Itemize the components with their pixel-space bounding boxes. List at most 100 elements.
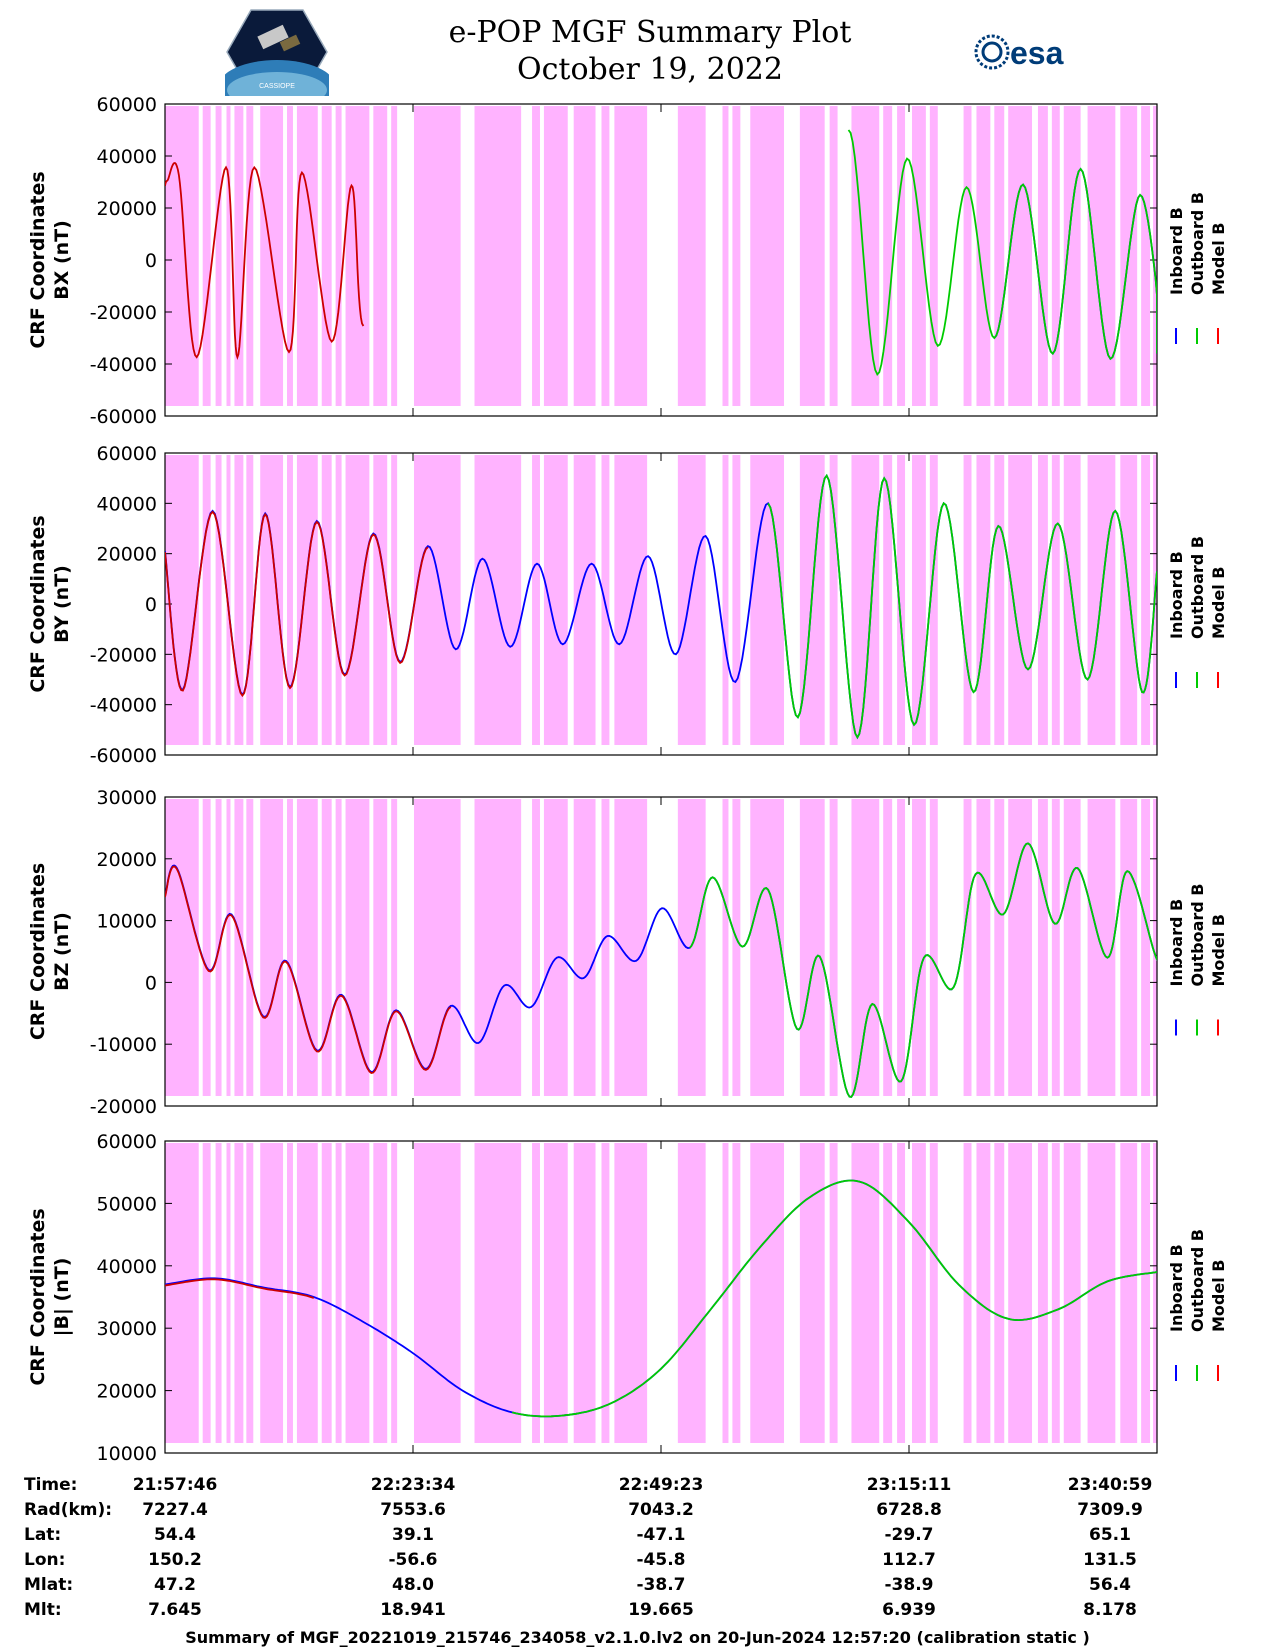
shaded-interval: [677, 455, 706, 745]
shaded-interval: [287, 799, 293, 1096]
y-tick-label: 40000: [97, 146, 157, 168]
shaded-interval: [226, 1143, 231, 1443]
shaded-interval: [165, 799, 199, 1096]
y-tick-label: -60000: [90, 406, 157, 428]
y-tick-label: -20000: [90, 1096, 157, 1118]
x-axis-table: Time: 21:57:46 22:23:34 22:49:23 23:15:11 23:…: [24, 1475, 1152, 1620]
legend-label: Outboard B: [1188, 536, 1207, 639]
shaded-interval: [234, 455, 244, 745]
series-line-model-b: [165, 1278, 315, 1299]
shaded-interval: [373, 106, 388, 406]
x-row-value: -45.8: [637, 1550, 686, 1570]
shaded-interval: [976, 799, 991, 1096]
shaded-interval: [335, 1143, 342, 1443]
shaded-interval: [1153, 1143, 1157, 1443]
y-axis-title: CRF Coordinates: [27, 863, 49, 1040]
shaded-interval: [750, 455, 785, 745]
shaded-interval: [1141, 1143, 1151, 1443]
y-tick-label: -40000: [90, 695, 157, 717]
shaded-interval: [1051, 799, 1060, 1096]
legend-label: Model B: [1209, 914, 1228, 986]
legend-label: Outboard B: [1188, 1229, 1207, 1332]
shaded-interval: [373, 799, 388, 1096]
shaded-interval: [750, 106, 785, 406]
series-line-outboard-b: [767, 473, 1157, 740]
shaded-interval: [976, 455, 991, 745]
legend-label: Inboard B: [1167, 899, 1186, 987]
x-row-value: 21:57:46: [133, 1475, 218, 1495]
legend: Inboard B Outboard B Model B: [1167, 884, 1228, 1036]
shaded-interval: [335, 106, 342, 406]
y-tick-label: -20000: [90, 302, 157, 324]
y-tick-label: 40000: [97, 493, 157, 515]
shaded-interval: [911, 106, 926, 406]
legend-label: Outboard B: [1188, 192, 1207, 295]
y-tick-label: 20000: [97, 198, 157, 220]
shaded-interval: [897, 799, 906, 1096]
x-row-value: 8.178: [1083, 1600, 1137, 1620]
y-axis-title: BY (nT): [51, 565, 73, 643]
shaded-interval: [963, 455, 972, 745]
x-row-value: 18.941: [380, 1600, 446, 1620]
x-row-value: 22:23:34: [371, 1475, 456, 1495]
shaded-interval: [1153, 799, 1157, 1096]
shaded-interval: [614, 106, 648, 406]
shaded-interval: [897, 455, 906, 745]
panel-3: 30000 20000 10000 0 -10000 -20000 CRF Coordina…: [27, 787, 1228, 1118]
legend: Inboard B Outboard B Model B: [1167, 1229, 1228, 1381]
y-tick-label: 30000: [97, 1318, 157, 1340]
shaded-interval: [1141, 455, 1151, 745]
shaded-interval: [911, 1143, 926, 1443]
shaded-interval: [883, 1143, 893, 1443]
x-row-value: 47.2: [154, 1575, 196, 1595]
shaded-interval: [413, 799, 461, 1096]
shaded-interval: [260, 455, 284, 745]
x-row-value: 23:15:11: [867, 1475, 952, 1495]
shaded-interval: [413, 455, 461, 745]
series-line-outboard-b: [689, 842, 1157, 1098]
y-tick-label: 60000: [97, 1131, 157, 1153]
shaded-interval: [1008, 106, 1033, 406]
shaded-interval: [722, 1143, 729, 1443]
shaded-interval: [573, 106, 596, 406]
shaded-interval: [799, 106, 825, 406]
shaded-interval: [1008, 455, 1033, 745]
shaded-interval: [296, 1143, 318, 1443]
shaded-interval: [391, 799, 398, 1096]
shaded-interval: [677, 106, 706, 406]
title-line-1: e-POP MGF Summary Plot: [448, 15, 852, 50]
y-tick-label: 20000: [97, 1381, 157, 1403]
shaded-interval: [732, 1143, 741, 1443]
shaded-interval: [722, 106, 729, 406]
logo-left-text: CASSIOPE: [259, 83, 295, 90]
shaded-interval: [1008, 1143, 1033, 1443]
legend-label: Model B: [1209, 223, 1228, 295]
shaded-interval: [321, 1143, 332, 1443]
shaded-interval: [165, 106, 199, 406]
y-tick-label: 60000: [97, 94, 157, 116]
x-row-label: Lat:: [24, 1525, 61, 1545]
series-line-model-b: [165, 162, 365, 361]
x-row-value: -38.7: [637, 1575, 686, 1595]
shaded-interval: [1037, 799, 1048, 1096]
shaded-interval: [601, 455, 610, 745]
x-row-value: 6.939: [882, 1600, 936, 1620]
y-axis-title: |B| (nT): [51, 1258, 73, 1337]
shaded-interval: [532, 1143, 540, 1443]
series-line-model-b: [165, 865, 452, 1074]
x-row-value: -56.6: [389, 1550, 438, 1570]
shaded-interval: [1120, 1143, 1138, 1443]
shaded-interval: [1141, 799, 1151, 1096]
shaded-interval: [677, 1143, 706, 1443]
shaded-interval: [260, 799, 284, 1096]
shaded-interval: [750, 799, 785, 1096]
shaded-interval: [532, 455, 540, 745]
shaded-interval: [543, 1143, 568, 1443]
shaded-interval: [321, 455, 332, 745]
x-row-value: 6728.8: [876, 1500, 942, 1520]
legend-label: Model B: [1209, 1260, 1228, 1332]
y-axis-title: CRF Coordinates: [27, 1208, 49, 1385]
y-tick-label: 60000: [97, 443, 157, 465]
shaded-interval: [391, 1143, 398, 1443]
shaded-interval: [976, 106, 991, 406]
